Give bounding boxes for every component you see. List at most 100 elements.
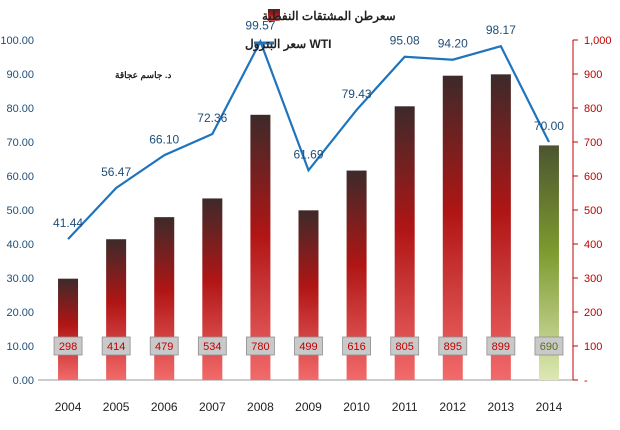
bar-series: [58, 74, 559, 381]
bar-value-box: [294, 336, 323, 356]
left-tick-label: 40.00: [6, 239, 34, 251]
bar-value-label: 616: [342, 336, 371, 356]
bar-2014: [538, 145, 559, 380]
right-tick-label: 1,000: [584, 35, 612, 47]
left-tick-label: 60.00: [6, 171, 34, 183]
line-data-label: 98.17: [486, 23, 516, 37]
bar-value-text: 479: [155, 341, 173, 353]
bar-2008: [250, 114, 271, 381]
bar-value-box: [342, 336, 371, 356]
left-tick-label: 90.00: [6, 69, 34, 81]
bar-value-box: [101, 336, 131, 356]
wti-line: [67, 38, 550, 240]
line-data-label: 99.57: [245, 18, 275, 32]
x-tick-label: 2004: [55, 400, 82, 414]
bar-value-text: 298: [59, 341, 77, 353]
line-data-label: 95.08: [390, 34, 420, 48]
line-data-label: 56.47: [101, 165, 131, 179]
legend-bar-label: سعرطن المشتقات النفطية: [262, 9, 396, 24]
x-tick-label: 2012: [439, 400, 466, 414]
bar-value-text: 690: [540, 341, 558, 353]
left-tick-label: 70.00: [6, 137, 34, 149]
bar-2004: [58, 278, 79, 380]
right-tick-label: 100: [584, 341, 602, 353]
bar-2007: [202, 198, 223, 380]
bar-value-label: 534: [197, 336, 227, 356]
right-tick-label: 900: [584, 69, 602, 81]
x-tick-label: 2014: [536, 400, 563, 414]
line-data-label: 72.36: [197, 111, 227, 125]
bar-data-labels: 298 414 479 534 780 499 616 805 895 899 690: [53, 336, 564, 356]
bar-2005: [106, 239, 127, 380]
left-tick-label: 0.00: [13, 375, 34, 387]
right-tick-label: 300: [584, 273, 602, 285]
bar-value-box: [486, 336, 516, 356]
legend-line-label: WTI سعر البترول: [245, 37, 332, 52]
bar-2011: [394, 106, 415, 381]
bar-value-text: 534: [203, 341, 221, 353]
bar-value-label: 499: [294, 336, 323, 356]
bar-value-box: [53, 336, 83, 356]
bar-value-label: 414: [101, 336, 131, 356]
line-series: 41.44 56.47 66.10 72.36 99.57 61.69 79.43 95.08…: [53, 18, 564, 240]
bar-value-text: 780: [251, 341, 269, 353]
bar-2006: [154, 217, 175, 380]
left-tick-label: 10.00: [6, 341, 34, 353]
left-tick-label: 80.00: [6, 103, 34, 115]
right-tick-label: 500: [584, 205, 602, 217]
line-data-label: 70.00: [534, 119, 564, 133]
bar-value-box: [438, 336, 468, 356]
x-axis-labels: 2004 2005 2006 2007 2008 2009 2010 2011 2012 2013…: [55, 400, 563, 414]
bar-value-label: 298: [53, 336, 83, 356]
bar-value-text: 616: [347, 341, 365, 353]
bar-value-text: 899: [492, 341, 510, 353]
legend: سعرطن المشتقات النفطية WTI سعر البترول د…: [115, 9, 396, 81]
bar-value-text: 414: [107, 341, 125, 353]
left-tick-label: 50.00: [6, 205, 34, 217]
bar-2012: [442, 75, 463, 380]
bar-value-label: 690: [534, 336, 564, 356]
bar-value-label: 805: [390, 336, 420, 356]
x-tick-label: 2006: [151, 400, 178, 414]
x-tick-label: 2011: [392, 400, 418, 414]
bar-value-text: 499: [299, 341, 317, 353]
right-tick-label: 400: [584, 239, 602, 251]
right-tick-label: -: [584, 375, 588, 387]
bar-value-label: 479: [149, 336, 179, 356]
bar-value-box: [149, 336, 179, 356]
right-tick-label: 200: [584, 307, 602, 319]
right-tick-label: 700: [584, 137, 602, 149]
bar-value-box: [534, 336, 564, 356]
line-data-label: 66.10: [149, 132, 179, 146]
x-tick-label: 2013: [488, 400, 515, 414]
line-data-label: 61.69: [293, 147, 323, 161]
line-data-label: 94.20: [438, 37, 468, 51]
left-tick-label: 100.00: [0, 35, 34, 47]
right-tick-label: 600: [584, 171, 602, 183]
bar-2010: [346, 170, 367, 380]
x-tick-label: 2008: [247, 400, 274, 414]
bar-value-box: [246, 336, 275, 356]
left-tick-label: 20.00: [6, 307, 34, 319]
right-axis: - 100 200 300 400 500 600 700 800 900 1,000: [573, 35, 612, 387]
author-label: د. جاسم عجاقة: [115, 70, 171, 81]
line-data-label: 41.44: [53, 216, 83, 230]
bar-value-label: 899: [486, 336, 516, 356]
bar-value-label: 895: [438, 336, 468, 356]
bar-value-text: 805: [396, 341, 414, 353]
legend-bar-swatch: [268, 9, 280, 21]
bar-value-text: 895: [444, 341, 462, 353]
x-tick-label: 2010: [343, 400, 370, 414]
left-tick-label: 30.00: [6, 273, 34, 285]
right-tick-label: 800: [584, 103, 602, 115]
bar-value-box: [390, 336, 420, 356]
bar-value-label: 780: [246, 336, 275, 356]
x-tick-label: 2009: [295, 400, 322, 414]
bar-value-box: [197, 336, 227, 356]
left-axis: 0.00 10.00 20.00 30.00 40.00 50.00 60.00 70.00 8…: [0, 35, 34, 387]
x-tick-label: 2005: [103, 400, 130, 414]
bar-2013: [490, 74, 511, 380]
x-tick-label: 2007: [199, 400, 226, 414]
